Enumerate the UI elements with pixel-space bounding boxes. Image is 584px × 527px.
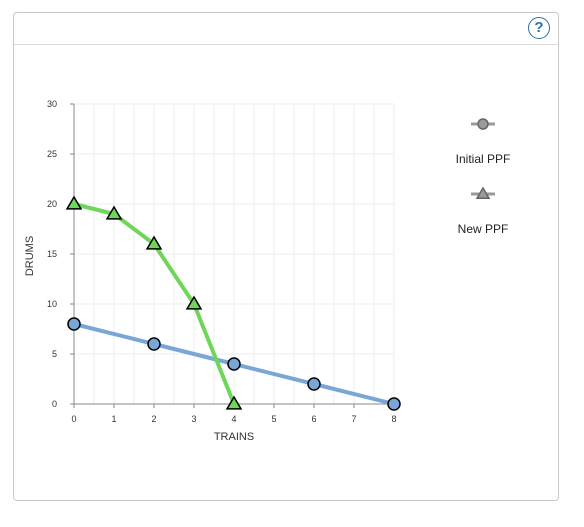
y-tick-label: 0: [52, 399, 57, 409]
data-point: [67, 317, 81, 331]
y-tick-label: 20: [47, 199, 57, 209]
graph-panel: ?: [13, 12, 559, 501]
legend-marker: [477, 118, 489, 130]
grid: [73, 103, 395, 405]
data-point: [145, 235, 163, 250]
y-axis-title: DRUMS: [24, 236, 36, 276]
help-button[interactable]: ?: [528, 17, 550, 39]
legend-item: New PPF: [458, 186, 509, 236]
data-point: [387, 397, 401, 411]
legend: Initial PPF New PPF: [456, 118, 511, 236]
series-new-ppf: [65, 195, 243, 410]
tick-labels: 0 1 2 3 4 5 6 7 8 0 5 10 15 20 25 30: [47, 99, 397, 424]
data-point: [147, 337, 161, 351]
x-axis-title: TRAINS: [214, 431, 254, 443]
x-tick-label: 2: [151, 414, 156, 424]
x-tick-label: 1: [111, 414, 116, 424]
data-point: [185, 295, 203, 310]
data-point: [225, 395, 243, 410]
y-tick-label: 30: [47, 99, 57, 109]
x-tick-label: 7: [351, 414, 356, 424]
toolbar: ?: [14, 13, 558, 45]
x-tick-label: 3: [191, 414, 196, 424]
y-tick-label: 15: [47, 249, 57, 259]
legend-label: Initial PPF: [456, 152, 511, 166]
series-initial-ppf: [67, 317, 401, 411]
legend-item: Initial PPF: [456, 118, 511, 166]
data-point: [307, 377, 321, 391]
series-layer: [65, 195, 401, 411]
y-tick-label: 5: [52, 349, 57, 359]
x-tick-label: 5: [271, 414, 276, 424]
x-tick-label: 4: [231, 414, 236, 424]
legend-marker: [475, 186, 491, 199]
data-point: [65, 195, 83, 210]
y-tick-label: 25: [47, 149, 57, 159]
x-tick-label: 8: [391, 414, 396, 424]
x-tick-label: 0: [71, 414, 76, 424]
data-point: [227, 357, 241, 371]
x-tick-label: 6: [311, 414, 316, 424]
data-point: [105, 205, 123, 220]
y-tick-label: 10: [47, 299, 57, 309]
legend-label: New PPF: [458, 222, 509, 236]
